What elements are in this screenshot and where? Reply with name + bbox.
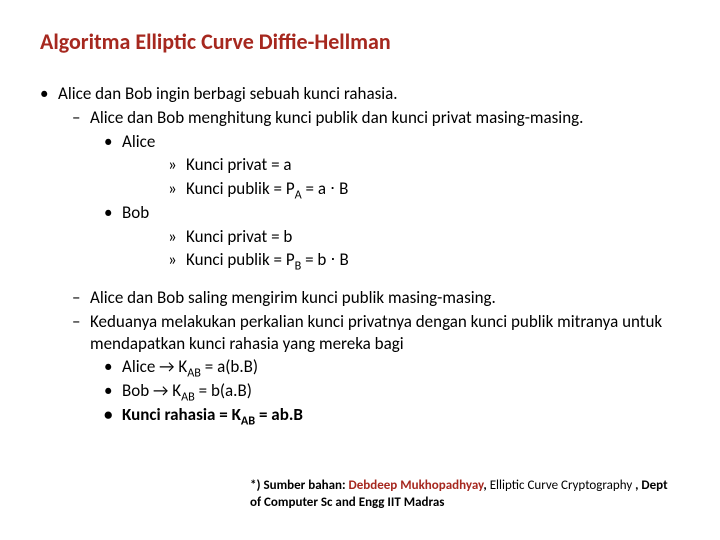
t: = b(a.B): [195, 380, 252, 401]
text: Alice dan Bob ingin berbagi sebuah kunci…: [58, 83, 398, 105]
bullet-l3-kab-a: • Alice → KAB = a(b.B): [104, 356, 680, 378]
t: = b ⋅ B: [301, 249, 348, 270]
bullet-raquo-icon: »: [168, 249, 186, 271]
bullet-l4-alice-priv: » Kunci privat = a: [168, 154, 680, 176]
t: = a(b.B): [201, 356, 258, 377]
bullet-dot-icon: •: [104, 131, 122, 153]
text: Bob: [122, 202, 149, 224]
bullet-l4-bob-priv: » Kunci privat = b: [168, 226, 680, 248]
bullet-l3-secret: • Kunci rahasia = KAB = ab.B: [104, 404, 680, 426]
text: Kunci privat = b: [186, 226, 292, 248]
t: Bob → K: [122, 380, 181, 401]
t: Kunci publik = P: [186, 178, 295, 199]
bullet-raquo-icon: »: [168, 178, 186, 200]
bullet-dot-icon: •: [104, 202, 122, 224]
t: Kunci publik = P: [186, 249, 295, 270]
bullet-dot-icon: •: [104, 356, 122, 378]
text: Kunci publik = PA = a ⋅ B: [186, 178, 348, 200]
text: Kunci publik = PB = b ⋅ B: [186, 249, 349, 271]
foot-title: Elliptic Curve Cryptography: [490, 478, 633, 493]
slide-title: Algoritma Elliptic Curve Diffie-Hellman: [40, 28, 680, 55]
footnote: *) Sumber bahan: Debdeep Mukhopadhyay, E…: [250, 477, 680, 512]
bullet-raquo-icon: »: [168, 154, 186, 176]
text: Keduanya melakukan perkalian kunci priva…: [90, 311, 680, 355]
bullet-raquo-icon: »: [168, 226, 186, 248]
t: = ab.B: [255, 404, 303, 425]
text: Alice dan Bob menghitung kunci publik da…: [90, 107, 583, 129]
text: Kunci rahasia = KAB = ab.B: [122, 404, 303, 426]
subscript: AB: [181, 389, 195, 404]
bullet-l4-alice-pub: » Kunci publik = PA = a ⋅ B: [168, 178, 680, 200]
foot-lead: *) Sumber bahan:: [250, 478, 349, 493]
t: = a ⋅ B: [302, 178, 349, 199]
text: Alice: [122, 131, 155, 153]
bullet-l3-kab-b: • Bob → KAB = b(a.B): [104, 380, 680, 402]
subscript: AB: [241, 413, 255, 428]
bullet-dash-icon: –: [72, 311, 90, 333]
bullet-dot-icon: •: [104, 380, 122, 402]
bullet-l2-3: – Keduanya melakukan perkalian kunci pri…: [72, 311, 680, 355]
text: Kunci privat = a: [186, 154, 292, 176]
bullet-dash-icon: –: [72, 287, 90, 309]
bullet-l4-bob-pub: » Kunci publik = PB = b ⋅ B: [168, 249, 680, 271]
t: Kunci rahasia = K: [122, 404, 241, 425]
bullet-l2-1: – Alice dan Bob menghitung kunci publik …: [72, 107, 680, 129]
subscript: A: [295, 187, 302, 202]
text: Alice dan Bob saling mengirim kunci publ…: [90, 287, 496, 309]
bullet-dot-icon: •: [104, 404, 122, 426]
text: Alice → KAB = a(b.B): [122, 356, 258, 378]
subscript: AB: [187, 366, 201, 381]
bullet-l3-alice: • Alice: [104, 131, 680, 153]
bullet-l1-1: • Alice dan Bob ingin berbagi sebuah kun…: [40, 83, 680, 105]
bullet-l3-bob: • Bob: [104, 202, 680, 224]
bullet-l2-2: – Alice dan Bob saling mengirim kunci pu…: [72, 287, 680, 309]
bullet-dot-icon: •: [40, 83, 58, 105]
t: Alice → K: [122, 356, 187, 377]
bullet-dash-icon: –: [72, 107, 90, 129]
text: Bob → KAB = b(a.B): [122, 380, 252, 402]
foot-author: Debdeep Mukhopadhyay: [349, 478, 484, 493]
